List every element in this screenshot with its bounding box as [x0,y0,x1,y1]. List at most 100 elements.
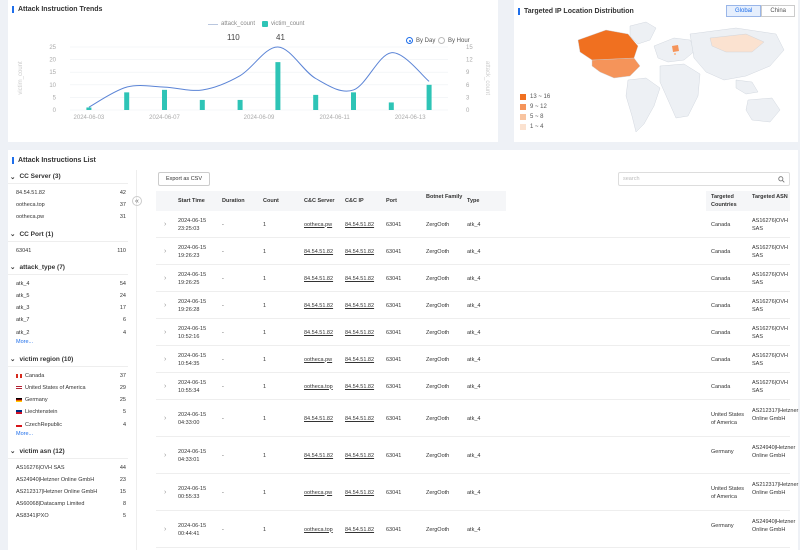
filter-option[interactable]: CzechRepublic 4 [8,418,128,430]
cell-cc-server[interactable]: 84.54.51.82 [304,302,334,309]
export-csv-button[interactable]: Export as CSV [158,172,210,186]
expand-row-chevron-icon[interactable]: › [164,414,167,422]
col-duration[interactable]: Duration [222,198,245,204]
cell-cc-ip[interactable]: 84.54.51.82 [345,526,375,533]
filter-option[interactable]: AS60068|Datacamp Limited 8 [8,498,128,510]
cell-targeted-asn: AS24940|Hetzner Online GmbH [752,444,796,459]
expand-row-chevron-icon[interactable]: › [164,301,167,309]
cell-targeted-asn: AS16276|OVH SAS [752,325,788,340]
filter-option[interactable]: atk_2 4 [8,327,128,339]
table-row[interactable] [156,265,790,292]
col-cc-ip[interactable]: C&C IP [345,198,364,204]
filter-option[interactable]: AS24940|Hetzner Online GmbH 23 [8,474,128,486]
table-row[interactable] [156,238,790,265]
filter-option[interactable]: ootheca.top 37 [8,199,128,211]
table-row[interactable] [156,346,790,373]
filter-option[interactable]: atk_7 6 [8,314,128,326]
cell-cc-server[interactable]: 84.54.51.82 [304,329,334,336]
cell-cc-server[interactable]: ootheca.pw [304,489,333,496]
expand-row-chevron-icon[interactable]: › [164,274,167,282]
filter-option-text: atk_7 [16,317,30,324]
more-link[interactable]: More... [16,430,34,437]
filter-option[interactable]: United States of America 29 [8,382,128,394]
cell-cc-ip[interactable]: 84.54.51.82 [345,489,375,496]
radio-by-hour[interactable]: By Hour [438,37,470,44]
cell-cc-server[interactable]: 84.54.51.82 [304,275,334,282]
filter-option[interactable]: Liechtenstein 5 [8,406,128,418]
cell-duration: - [222,383,224,390]
col-botnet-family[interactable]: Botnet Family [426,194,463,200]
expand-row-chevron-icon[interactable]: › [164,328,167,336]
cell-cc-server[interactable]: ootheca.pw [304,356,333,363]
col-targeted-asn[interactable]: Targeted ASN [752,194,788,200]
toggle-global[interactable]: Global [726,5,762,17]
x-tick-label: 2024-06-09 [244,115,275,121]
col-start-time[interactable]: Start Time [178,198,205,204]
col-targeted-countries[interactable]: Targeted Countries [711,194,737,208]
table-row[interactable] [156,400,790,437]
cell-cc-server[interactable]: 84.54.51.82 [304,415,334,422]
filter-header[interactable]: ⌄ victim asn (12) [8,445,128,459]
cell-start-time: 2024-06-15 19:26:23 [178,244,207,259]
expand-row-chevron-icon[interactable]: › [164,382,167,390]
filter-option[interactable]: AS8341|PXO 5 [8,510,128,522]
expand-row-chevron-icon[interactable]: › [164,488,167,496]
filter-option[interactable]: 84.54.51.82 42 [8,187,128,199]
cell-cc-server[interactable]: ootheca.pw [304,221,333,228]
cell-cc-ip[interactable]: 84.54.51.82 [345,329,375,336]
expand-row-chevron-icon[interactable]: › [164,451,167,459]
cell-cc-server[interactable]: ootheca.top [304,526,333,533]
cell-cc-ip[interactable]: 84.54.51.82 [345,221,375,228]
filter-header[interactable]: ⌄ CC Server (3) [8,170,128,184]
search-input[interactable]: search [618,172,790,186]
radio-by-day[interactable]: By Day [406,37,435,44]
filter-option[interactable]: atk_4 54 [8,278,128,290]
cell-cc-ip[interactable]: 84.54.51.82 [345,275,375,282]
legend-victim-count[interactable]: victim_count [271,21,305,27]
expand-row-chevron-icon[interactable]: › [164,247,167,255]
cell-cc-server[interactable]: ootheca.top [304,383,333,390]
table-row[interactable] [156,511,790,548]
toggle-china[interactable]: China [761,5,796,17]
expand-row-chevron-icon[interactable]: › [164,220,167,228]
cell-cc-server[interactable]: 84.54.51.82 [304,452,334,459]
table-row[interactable] [156,319,790,346]
filter-victim-region: ⌄ victim region (10) Canada 37 United State… [8,353,128,441]
filter-option[interactable]: AS16276|OVH SAS 44 [8,462,128,474]
filter-header[interactable]: ⌄ victim region (10) [8,353,128,367]
filter-option[interactable]: atk_3 17 [8,302,128,314]
table-row[interactable] [156,437,790,474]
filter-header[interactable]: ⌄ CC Port (1) [8,228,128,242]
filter-option[interactable]: AS212317|Hetzner Online GmbH 15 [8,486,128,498]
filter-option[interactable]: ootheca.pw 31 [8,211,128,223]
table-row[interactable] [156,292,790,319]
table-row[interactable] [156,211,790,238]
filter-option[interactable]: 63041 110 [8,245,128,257]
cell-cc-ip[interactable]: 84.54.51.82 [345,302,375,309]
filter-option[interactable]: Canada 37 [8,370,128,382]
czech-flag-icon [16,422,22,427]
cell-cc-ip[interactable]: 84.54.51.82 [345,415,375,422]
filter-option-count: 4 [122,329,126,336]
filter-header[interactable]: ⌄ attack_type (7) [8,261,128,275]
col-type[interactable]: Type [467,198,480,204]
cell-cc-server[interactable]: 84.54.51.82 [304,248,334,255]
col-count[interactable]: Count [263,198,279,204]
table-row[interactable] [156,474,790,511]
filter-option-label: AS8341|PXO [16,513,49,519]
expand-row-chevron-icon[interactable]: › [164,525,167,533]
legend-attack-count[interactable]: attack_count [221,21,256,27]
col-cc-server[interactable]: C&C Server [304,198,335,204]
y-right-tick-label: 12 [466,58,473,64]
cell-cc-ip[interactable]: 84.54.51.82 [345,248,375,255]
cell-cc-ip[interactable]: 84.54.51.82 [345,356,375,363]
filter-option[interactable]: Germany 25 [8,394,128,406]
col-port[interactable]: Port [386,198,397,204]
filter-option[interactable]: atk_5 24 [8,290,128,302]
table-row[interactable] [156,373,790,400]
cell-cc-ip[interactable]: 84.54.51.82 [345,383,375,390]
cell-cc-ip[interactable]: 84.54.51.82 [345,452,375,459]
expand-row-chevron-icon[interactable]: › [164,355,167,363]
more-link[interactable]: More... [16,338,34,345]
collapse-sidebar-button[interactable]: « [132,196,142,206]
